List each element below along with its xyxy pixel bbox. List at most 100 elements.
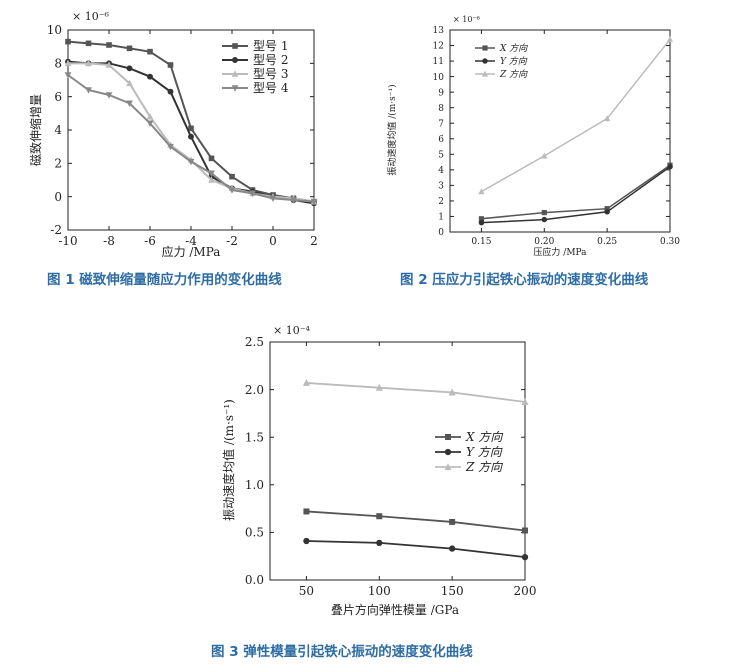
data-point-series-1: [65, 38, 71, 45]
x-tick-label: 0.15: [471, 237, 491, 247]
y-tick-label: -2: [50, 223, 62, 237]
data-point-series-4: [269, 195, 277, 202]
legend-marker-1: [445, 434, 451, 440]
chart-3-velocity-vs-elastic-modulus: 0.0 0.5 1.0 1.5 2.0 2.5 50 100 150 200 × 10⁻⁴ 振动速度均…: [221, 324, 536, 617]
legend-label-1: X 方向: [465, 430, 503, 444]
data-point-series-3: [85, 59, 92, 67]
data-point-series-4: [146, 120, 154, 127]
data-point-series-2: [478, 219, 485, 226]
data-point-series-4: [249, 190, 256, 197]
y-tick-label: 1.5: [245, 430, 264, 444]
series-line-3: [306, 382, 526, 403]
x-tick-label: 100: [368, 584, 391, 598]
data-point-series-3: [521, 398, 529, 405]
data-point-series-4: [290, 197, 297, 204]
legend-marker-1: [482, 45, 488, 51]
data-point-series-2: [541, 216, 548, 223]
legend-label-2: 型号 2: [253, 53, 288, 67]
data-point-series-3: [208, 176, 215, 183]
data-point-series-2: [376, 539, 383, 547]
plot-frame: [269, 341, 526, 581]
data-point-series-1: [604, 206, 610, 212]
x-axis-label: 叠片方向弹性模量 /GPa: [331, 602, 459, 617]
data-point-series-3: [105, 61, 113, 68]
y-tick-label: 0.0: [245, 573, 264, 587]
figure-1-caption: 图 1 磁致伸缩量随应力作用的变化曲线: [47, 272, 282, 288]
data-point-series-3: [666, 35, 674, 42]
legend-label-4: 型号 4: [253, 81, 289, 95]
plot-frame: [449, 29, 671, 233]
data-point-series-1: [478, 216, 485, 222]
data-point-series-3: [375, 383, 383, 391]
y-tick-label: 4: [54, 123, 62, 137]
y-tick-label: 12: [433, 42, 444, 52]
y-tick-label: 0.5: [245, 526, 264, 540]
series-line-1: [481, 164, 671, 220]
legend-label-3: Z 方向: [465, 460, 503, 474]
figure-3-caption: 图 3 弹性模量引起铁心振动的速度变化曲线: [211, 644, 473, 660]
legend-label-1: X 方向: [499, 43, 528, 54]
y-axis-label: 振动速度均值 /(m·s⁻¹): [221, 399, 236, 521]
y-tick-label: 8: [438, 104, 444, 114]
data-point-series-1: [85, 40, 92, 47]
data-point-series-1: [522, 527, 528, 534]
data-point-series-2: [448, 545, 456, 552]
series-line-2: [306, 540, 526, 559]
data-point-series-3: [126, 79, 133, 87]
data-point-series-4: [187, 158, 195, 166]
data-point-series-3: [541, 152, 548, 159]
y-axis-multiplier: × 10⁻⁴: [273, 324, 311, 337]
x-tick-label: 150: [441, 584, 464, 598]
y-tick-label: 2: [54, 157, 62, 171]
data-point-series-4: [167, 143, 174, 151]
data-point-series-2: [126, 65, 133, 72]
y-tick-label: 9: [438, 88, 444, 98]
y-tick-label: 0: [438, 228, 444, 238]
y-tick-label: 1: [438, 213, 444, 223]
data-point-series-3: [146, 113, 154, 120]
x-tick-label: 2: [310, 234, 318, 248]
y-tick-label: 7: [438, 119, 444, 129]
legend-marker-2: [232, 57, 238, 63]
figure-3: 0.0 0.5 1.0 1.5 2.0 2.5 50 100 150 200 × 10⁻⁴ 振动速度均…: [215, 322, 545, 622]
legend-marker-3: [231, 70, 239, 77]
data-point-series-2: [521, 554, 529, 561]
y-tick-label: 2.5: [245, 335, 264, 349]
y-tick-label: 11: [433, 57, 444, 67]
series-line-3: [481, 38, 671, 193]
y-tick-label: 13: [433, 26, 445, 36]
series-line-2: [481, 166, 671, 224]
data-point-series-1: [541, 209, 547, 216]
x-tick-label: 0.25: [597, 237, 617, 247]
data-point-series-4: [310, 198, 318, 206]
y-axis-multiplier: × 10⁻⁶: [72, 10, 110, 23]
data-point-series-3: [478, 188, 485, 195]
data-point-series-1: [167, 62, 174, 68]
y-tick-label: 8: [54, 57, 62, 71]
x-tick-label: -2: [226, 234, 238, 248]
data-point-series-1: [126, 45, 133, 52]
y-tick-label: 0: [54, 190, 62, 204]
y-tick-label: 4: [438, 166, 444, 176]
data-point-series-2: [188, 133, 194, 140]
y-tick-label: 6: [438, 135, 444, 145]
series-line-1: [306, 510, 526, 532]
x-tick-label: 0: [269, 234, 277, 248]
data-point-series-3: [64, 59, 72, 67]
legend-marker-1: [232, 43, 238, 49]
y-axis-label: 磁致伸缩增量: [28, 94, 43, 166]
data-point-series-4: [105, 92, 113, 99]
x-tick-label: -10: [58, 234, 77, 248]
legend-marker-2: [482, 58, 488, 64]
data-point-series-4: [126, 100, 133, 107]
data-point-series-2: [604, 209, 610, 215]
data-point-series-3: [448, 388, 456, 396]
y-tick-label: 5: [438, 150, 444, 160]
legend-marker-3: [444, 463, 452, 470]
figure-2: 0 1 2 3 4 5 6 7 8 9 10 11 12 13 0.15 0.20 0.25 0.30 × 10⁻⁶…: [375, 0, 749, 260]
y-axis-label: 振动速度均值 /(m·s⁻¹): [386, 84, 398, 175]
legend-marker-2: [444, 448, 452, 456]
data-point-series-1: [188, 125, 194, 132]
data-point-series-4: [64, 72, 72, 79]
